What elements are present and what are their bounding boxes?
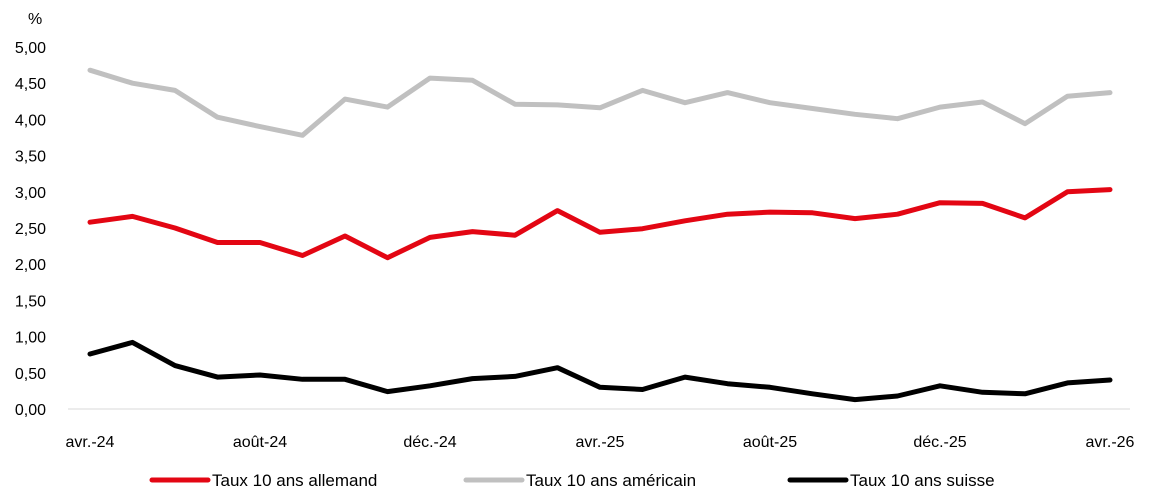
series-line [87, 339, 1113, 403]
x-tick-label: déc.-24 [403, 434, 456, 451]
y-tick-label: 1,50 [15, 293, 46, 310]
y-tick-label: 0,50 [15, 366, 46, 383]
x-tick-label: avr.-26 [1086, 434, 1135, 451]
x-tick-label: avr.-24 [66, 434, 115, 451]
x-tick-label: avr.-25 [576, 434, 625, 451]
y-tick-label: 3,50 [15, 149, 46, 166]
y-tick-label: 1,00 [15, 330, 46, 347]
y-tick-label: 2,00 [15, 257, 46, 274]
y-axis-unit-label: % [28, 11, 42, 28]
series-line [87, 187, 1113, 261]
legend-label: Taux 10 ans allemand [212, 471, 377, 490]
series-lines [87, 67, 1113, 403]
legend: Taux 10 ans allemand Taux 10 ans américai… [149, 471, 995, 490]
y-tick-label: 3,00 [15, 185, 46, 202]
x-axis: avr.-24 août-24 déc.-24 avr.-25 août-25 déc.-… [66, 434, 1135, 451]
y-tick-label: 4,50 [15, 76, 46, 93]
y-tick-label: 2,50 [15, 221, 46, 238]
x-tick-label: août-25 [743, 434, 797, 451]
y-axis: 0,00 0,50 1,00 1,50 2,00 2,50 3,00 3,50 4,00 4,50… [15, 40, 46, 419]
legend-label: Taux 10 ans suisse [850, 471, 995, 490]
x-tick-label: déc.-25 [913, 434, 966, 451]
x-tick-label: août-24 [233, 434, 287, 451]
y-tick-label: 5,00 [15, 40, 46, 57]
legend-label: Taux 10 ans américain [526, 471, 696, 490]
y-tick-label: 0,00 [15, 402, 46, 419]
y-tick-label: 4,00 [15, 112, 46, 129]
series-line [87, 67, 1113, 138]
